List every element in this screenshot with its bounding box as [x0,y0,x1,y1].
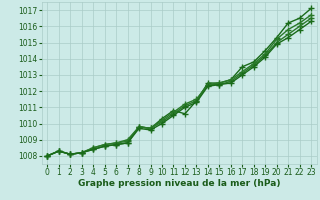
X-axis label: Graphe pression niveau de la mer (hPa): Graphe pression niveau de la mer (hPa) [78,179,280,188]
